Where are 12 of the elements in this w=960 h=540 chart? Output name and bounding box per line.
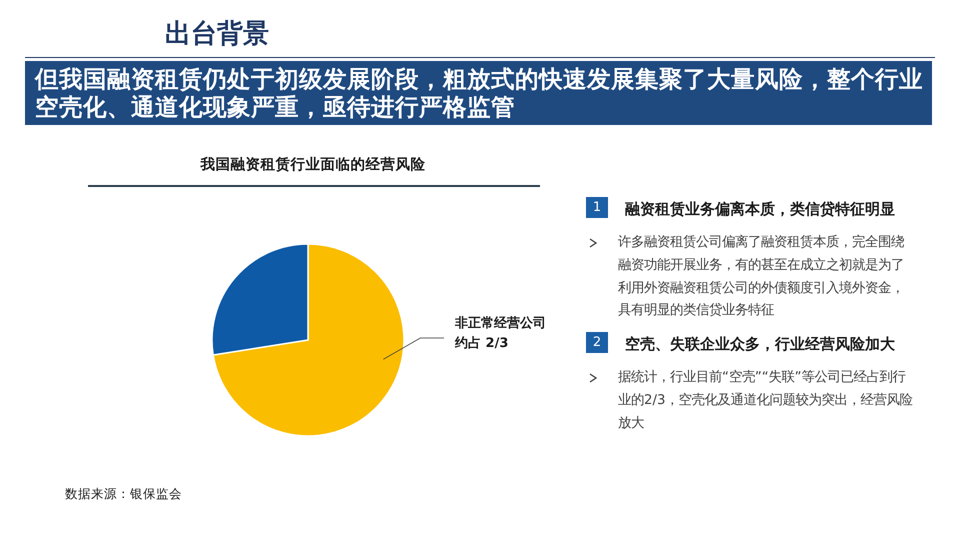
- text: 2: [586, 332, 608, 353]
- text: 1: [586, 197, 608, 218]
- chart-title: 我国融资租赁行业面临的经营风险: [199, 155, 426, 175]
- text: 但我国融资租赁仍处于初级发展阶段，粗放式的快速发展集聚了大量风险，整个行业空壳化、通道化现象严重，亟待进行严格监管: [35, 65, 924, 121]
- pie-slice: [212, 243, 405, 437]
- text: 据统计，行业目前“空壳”“失联”等公司已经占到行业的2/3，空壳化及通道化问题较为突出，经营风险放大: [618, 368, 914, 433]
- text: 许多融资租赁公司偏离了融资租赁本质，完全围绕融资功能开展业务，有的甚至在成立之初就是为了利用外资融资租赁公司的外债额度引入境外资金，具有明显的类信贷业务特征: [618, 234, 905, 320]
- text: 融资租赁业务偏离本质，类信贷特征明显: [625, 199, 895, 219]
- text: 空壳、失联企业众多，行业经营风险加大: [625, 334, 895, 354]
- source-note: 数据来源：银保监会: [65, 485, 182, 503]
- slice-label: 非正常经营公司约占 2/3: [455, 315, 547, 353]
- text: 出台背景: [165, 18, 269, 51]
